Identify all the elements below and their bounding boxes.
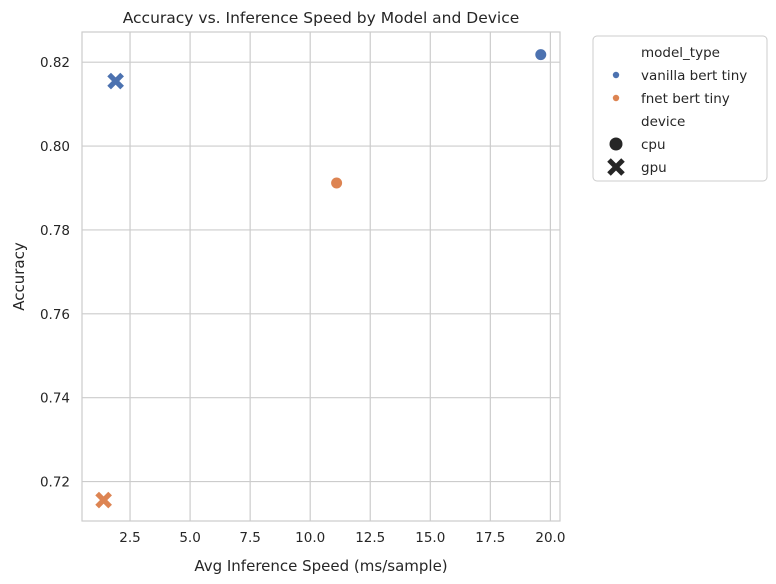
x-tick-label-5-0: 5.0 — [179, 530, 200, 546]
y-tick-label-0-74: 0.74 — [40, 391, 70, 407]
plot-frame — [81, 31, 561, 522]
legend-hue-title: model_type — [641, 45, 720, 61]
y-tick-label-0-76: 0.76 — [40, 307, 70, 323]
legend: model_type vanilla bert tiny fnet bert t… — [592, 35, 768, 182]
x-tick-label-2-5: 2.5 — [119, 530, 140, 546]
x-tick-labels: 2.5 5.0 7.5 10.0 12.5 15.0 17.5 20.0 — [119, 530, 565, 546]
legend-label-gpu: gpu — [641, 160, 667, 176]
point-vanilla-bert-tiny-gpu — [107, 72, 124, 90]
y-axis-label: Accuracy — [10, 242, 28, 311]
legend-marker-vanilla-bert-tiny — [612, 71, 620, 79]
legend-marker-cpu — [609, 137, 623, 151]
data-points — [95, 48, 548, 509]
legend-label-vanilla-bert-tiny: vanilla bert tiny — [641, 68, 747, 84]
legend-label-fnet-bert-tiny: fnet bert tiny — [641, 91, 730, 107]
y-tick-label-0-78: 0.78 — [40, 223, 70, 239]
x-tick-label-15-0: 15.0 — [415, 530, 445, 546]
x-tick-label-7-5: 7.5 — [239, 530, 260, 546]
legend-marker-fnet-bert-tiny — [612, 94, 620, 102]
x-tick-label-20-0: 20.0 — [535, 530, 565, 546]
x-axis-label: Avg Inference Speed (ms/sample) — [194, 557, 447, 575]
point-vanilla-bert-tiny-cpu — [534, 48, 548, 62]
legend-marker-gpu — [607, 158, 625, 176]
x-tick-label-17-5: 17.5 — [475, 530, 505, 546]
legend-label-cpu: cpu — [641, 137, 666, 153]
legend-style-title: device — [641, 114, 685, 130]
x-tick-label-10-0: 10.0 — [295, 530, 325, 546]
legend-box — [592, 35, 768, 182]
point-fnet-bert-tiny-gpu — [95, 491, 112, 509]
grid-lines — [82, 32, 560, 521]
chart-title: Accuracy vs. Inference Speed by Model an… — [123, 9, 520, 27]
x-tick-label-12-5: 12.5 — [355, 530, 385, 546]
y-tick-labels: 0.72 0.74 0.76 0.78 0.80 0.82 — [40, 55, 70, 490]
y-tick-label-0-82: 0.82 — [40, 55, 70, 71]
y-tick-label-0-72: 0.72 — [40, 475, 70, 491]
y-tick-label-0-80: 0.80 — [40, 139, 70, 155]
point-fnet-bert-tiny-cpu — [330, 176, 344, 190]
